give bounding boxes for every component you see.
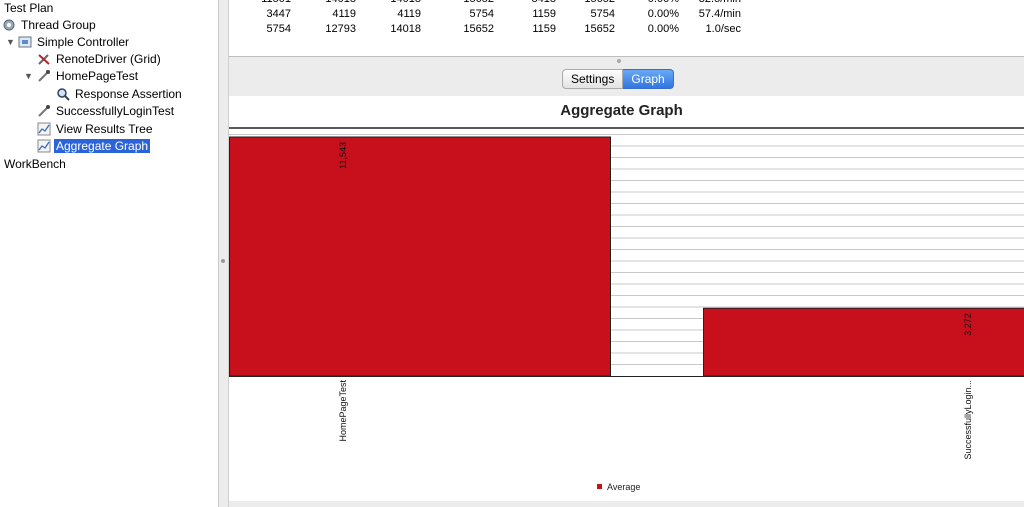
vertical-splitter[interactable] [219, 0, 229, 507]
bar-1 [703, 307, 1024, 377]
tree-item-thread-group[interactable]: Thread Group [2, 17, 98, 34]
table-row[interactable]: 3447 4119 4119 5754 1159 5754 0.00% 57.4/min [229, 8, 1024, 23]
aggregate-bar-chart: 11,543 HomePageTest 3,272 SuccessfullyLogin… [229, 127, 1024, 460]
table-cell: 15652 [584, 23, 615, 35]
table-cell: 11501 [261, 0, 291, 5]
table-cell: 15652 [463, 23, 494, 35]
tree-item-homepagetest[interactable]: HomePageTest [37, 68, 140, 85]
view-tabs: Settings Graph [562, 69, 674, 89]
tree-item-renotedriver-grid[interactable]: RenoteDriver (Grid) [37, 51, 163, 68]
tree-item-label: SuccessfullyLoginTest [56, 104, 175, 118]
splitter-grip-icon [221, 259, 225, 263]
tree-item-label: RenoteDriver (Grid) [56, 52, 161, 66]
expand-arrow-icon[interactable]: ▼ [6, 37, 15, 47]
main-panel: 11501 14018 14018 15652 8418 15652 0.00% 32.5/m… [229, 0, 1024, 507]
table-cell: 32.5/min [699, 0, 741, 5]
table-row[interactable]: 11501 14018 14018 15652 8418 15652 0.00% 32.5/m… [229, 0, 1024, 8]
tree-item-label: Aggregate Graph [54, 139, 151, 153]
table-cell: 0.00% [647, 23, 679, 35]
pipette-icon [37, 103, 54, 120]
graph-title: Aggregate Graph [560, 102, 683, 119]
table-cell: 14018 [325, 0, 356, 5]
tree-item-label: WorkBench [4, 157, 66, 171]
table-row[interactable]: 5754 12793 14018 15652 1159 15652 0.00% 1.0/sec [229, 23, 1024, 38]
table-cell: 3447 [266, 8, 291, 20]
tree-item-label: HomePageTest [56, 69, 139, 83]
tree-item-successfullylogintest[interactable]: SuccessfullyLoginTest [37, 103, 176, 120]
tree-item-aggregate-graph[interactable]: Aggregate Graph [37, 138, 151, 155]
test-plan-tree[interactable]: Test Plan Thread Group Simple Controller Re… [0, 0, 219, 507]
chart-icon [37, 121, 54, 138]
chart-legend: Average [597, 482, 640, 492]
table-cell: 1159 [532, 23, 556, 35]
tools-icon [37, 51, 54, 68]
tree-item-label: Thread Group [21, 18, 96, 32]
legend-label: Average [607, 482, 641, 492]
pipette-icon [37, 68, 54, 85]
bar-0 [229, 136, 611, 377]
tree-item-workbench[interactable]: WorkBench [2, 156, 68, 173]
table-cell: 5754 [266, 23, 291, 35]
chart-icon [37, 138, 54, 155]
graph-panel: Aggregate Graph 11,543 HomePageTest 3,272 S… [229, 96, 1024, 501]
table-cell: 8418 [532, 0, 556, 5]
tree-item-label: Simple Controller [37, 35, 130, 49]
tree-item-label: Test Plan [4, 1, 54, 15]
tab-settings[interactable]: Settings [562, 69, 624, 89]
tree-item-label: Response Assertion [75, 87, 182, 101]
tree-item-response-assertion[interactable]: Response Assertion [56, 86, 184, 103]
magnifier-icon [56, 86, 73, 103]
expand-arrow-icon[interactable]: ▼ [24, 71, 33, 81]
table-cell: 14018 [390, 0, 421, 5]
table-cell: 0.00% [648, 0, 679, 5]
bar-value-label: 3,272 [963, 313, 973, 336]
table-cell: 1.0/sec [705, 23, 741, 35]
category-label: SuccessfullyLogin... [963, 380, 973, 460]
table-cell: 57.4/min [698, 8, 741, 20]
table-cell: 1159 [532, 8, 556, 20]
bar-value-label: 11,543 [338, 142, 348, 169]
table-cell: 5754 [590, 8, 615, 20]
horizontal-splitter[interactable] [229, 57, 1024, 65]
table-cell: 4119 [397, 8, 421, 20]
tab-graph[interactable]: Graph [623, 69, 674, 89]
aggregate-table[interactable]: 11501 14018 14018 15652 8418 15652 0.00% 32.5/m… [229, 0, 1024, 57]
tree-item-label: View Results Tree [56, 122, 153, 136]
table-cell: 0.00% [647, 8, 679, 20]
tree-item-view-results-tree[interactable]: View Results Tree [37, 121, 155, 138]
splitter-grip-icon [617, 59, 621, 63]
controller-icon [18, 34, 35, 51]
tree-item-test-plan[interactable]: Test Plan [2, 0, 55, 17]
tree-item-simple-controller[interactable]: Simple Controller [18, 34, 131, 51]
table-cell: 4119 [332, 8, 356, 20]
legend-swatch [597, 484, 602, 489]
category-label: HomePageTest [338, 380, 348, 442]
table-cell: 15652 [584, 0, 615, 5]
table-cell: 12793 [325, 23, 356, 35]
table-cell: 5754 [469, 8, 494, 20]
gear-icon [2, 17, 19, 34]
table-cell: 15652 [463, 0, 494, 5]
table-cell: 14018 [390, 23, 421, 35]
